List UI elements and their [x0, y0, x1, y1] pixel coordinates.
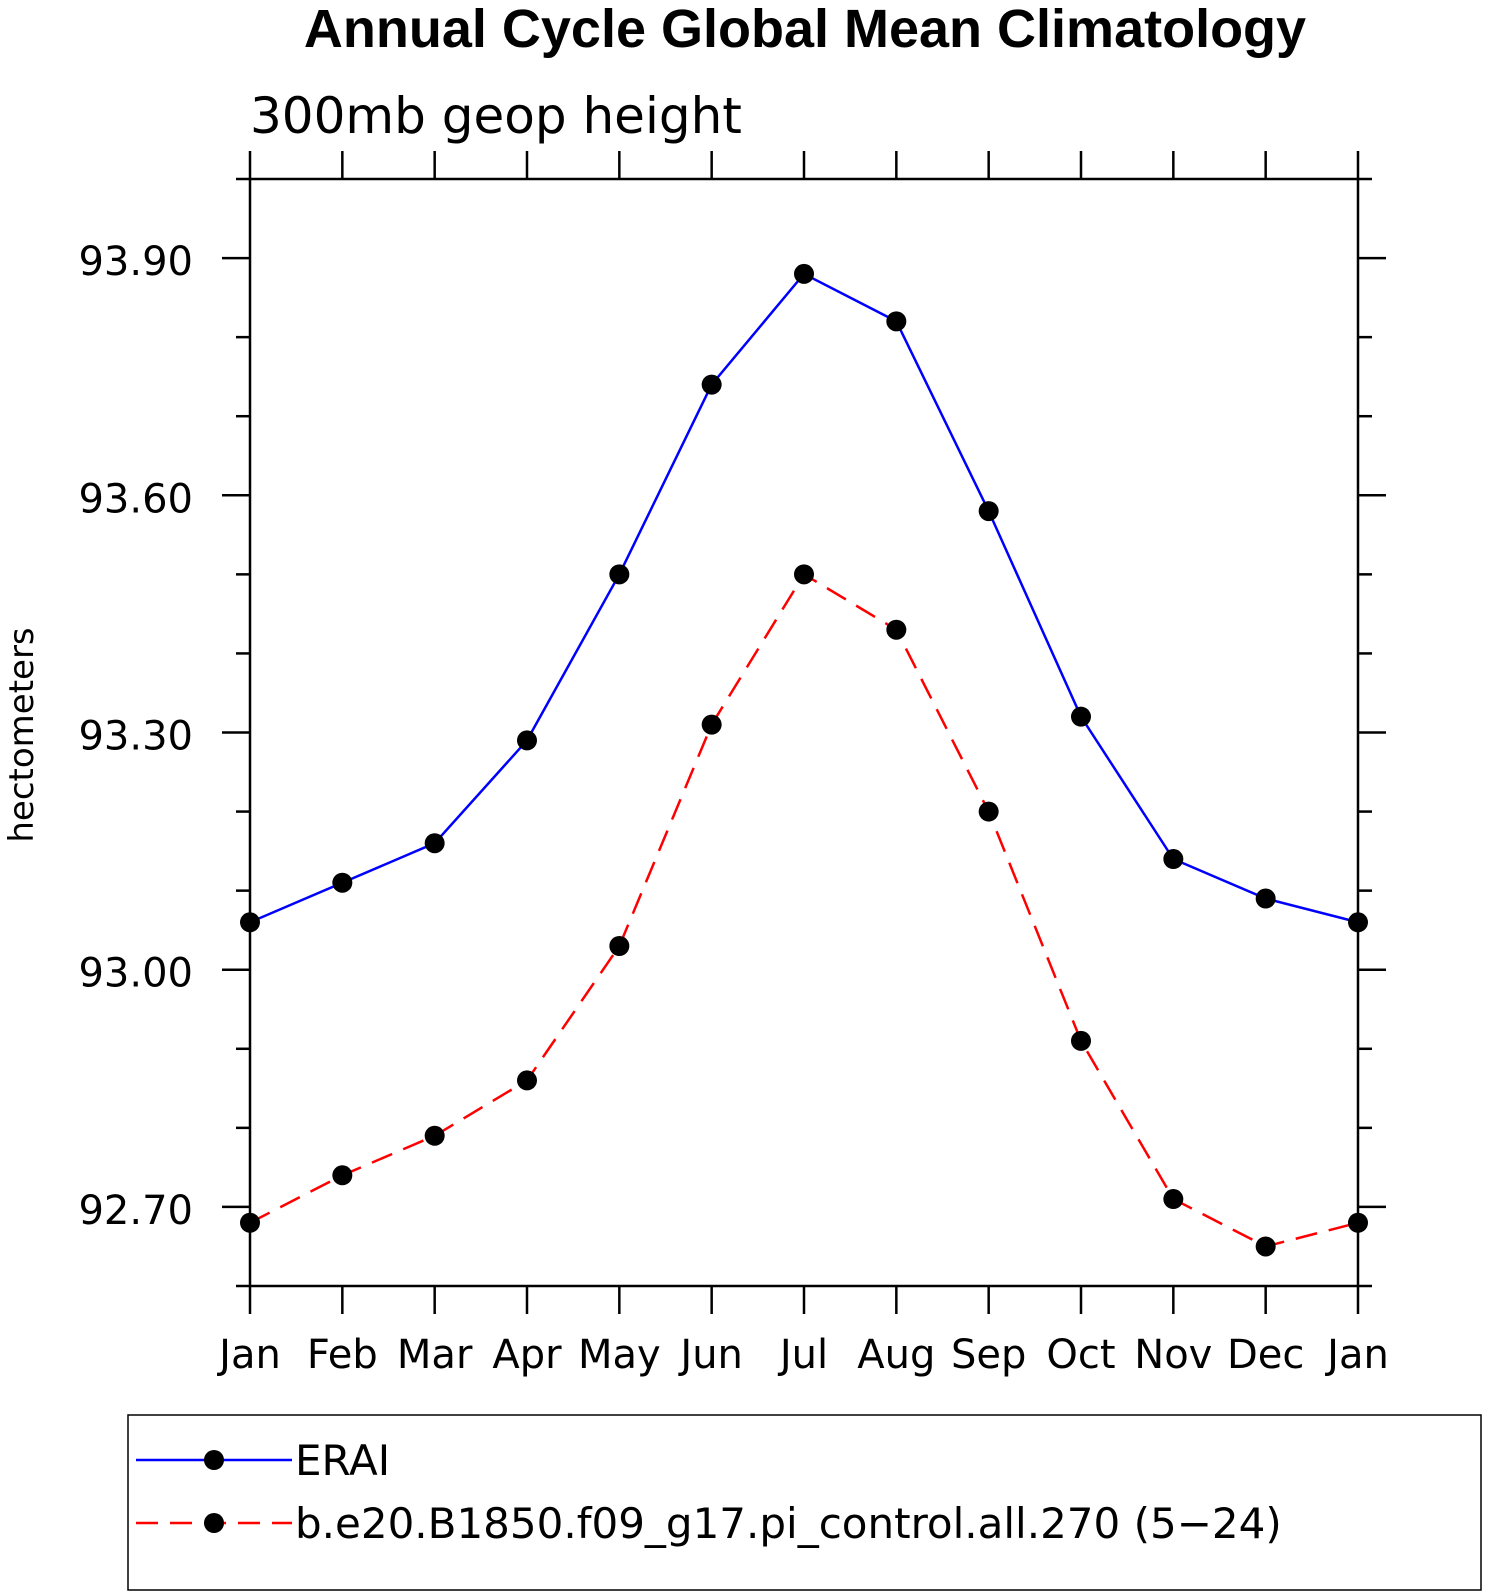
y-tick-label: 93.90: [78, 239, 193, 285]
x-tick-label: Oct: [1046, 1332, 1115, 1378]
series-1-point: [886, 311, 907, 332]
series-1-point: [794, 263, 814, 284]
series-1-point: [1348, 912, 1368, 933]
legend-label-1: ERAI: [295, 1436, 390, 1485]
series-1-point: [424, 833, 445, 854]
series-1-point: [701, 374, 722, 395]
series-1-point: [240, 912, 260, 933]
series-lines: [249, 272, 1359, 1248]
x-tick-label: Jan: [1324, 1332, 1389, 1378]
x-tick-label: Jan: [216, 1332, 281, 1378]
x-tick-labels: Jan Feb Mar Apr May Jun Jul Aug Sep Oct Nov Dec Jan: [216, 1332, 1389, 1378]
series-2-point: [978, 801, 999, 822]
series-2-point: [424, 1125, 445, 1146]
x-tick-label: Sep: [951, 1332, 1026, 1378]
series-2-point: [1163, 1189, 1184, 1210]
series-2-point: [1348, 1212, 1368, 1233]
chart-subtitle: 300mb geop height: [250, 87, 742, 145]
series-1-point: [332, 872, 353, 893]
series-markers: [240, 263, 1368, 1257]
y-tick-label: 93.00: [78, 951, 193, 997]
series-1-point: [978, 501, 999, 522]
series-2-point: [517, 1070, 537, 1091]
x-tick-label: Dec: [1227, 1332, 1304, 1378]
y-axis-label: hectometers: [2, 627, 42, 842]
series-2-point: [794, 564, 814, 585]
series-line-1: [249, 272, 1359, 924]
y-tick-labels: 93.90 93.60 93.30 93.00 92.70: [78, 239, 193, 1234]
x-tick-label: Nov: [1134, 1332, 1212, 1378]
series-1-point: [1255, 888, 1276, 909]
x-tick-label: Jul: [777, 1332, 828, 1378]
x-tick-label: Jun: [677, 1332, 743, 1378]
legend-label-2: b.e20.B1850.f09_g17.pi_control.all.270 (…: [295, 1499, 1282, 1548]
series-line-2: [249, 572, 1359, 1248]
legend-box: [127, 1414, 1482, 1591]
legend: ERAI b.e20.B1850.f09_g17.pi_control.all.2…: [136, 1436, 1282, 1548]
x-tick-label: Mar: [397, 1332, 473, 1378]
series-2-point: [609, 935, 630, 956]
y-tick-label: 93.60: [78, 476, 193, 522]
y-tick-label: 93.30: [78, 714, 193, 760]
x-tick-label: Apr: [492, 1332, 562, 1378]
x-tick-label: Aug: [857, 1332, 935, 1378]
series-1-point: [517, 730, 537, 751]
series-2-point: [701, 714, 722, 735]
plot-frame: [248, 177, 1360, 1288]
legend-marker-1: [204, 1450, 224, 1470]
legend-marker-2: [204, 1513, 224, 1533]
series-1-point: [1071, 706, 1091, 727]
series-2-point: [332, 1165, 353, 1186]
series-2-point: [886, 619, 907, 640]
axis-ticks: [222, 151, 1386, 1314]
series-1-point: [609, 564, 630, 585]
y-tick-label: 92.70: [78, 1188, 193, 1234]
chart-title: Annual Cycle Global Mean Climatology: [304, 0, 1306, 59]
series-1-point: [1163, 849, 1184, 870]
x-tick-label: May: [578, 1332, 661, 1378]
series-2-point: [240, 1212, 260, 1233]
series-2-point: [1071, 1030, 1091, 1051]
x-tick-label: Feb: [307, 1332, 378, 1378]
series-2-point: [1255, 1236, 1276, 1257]
